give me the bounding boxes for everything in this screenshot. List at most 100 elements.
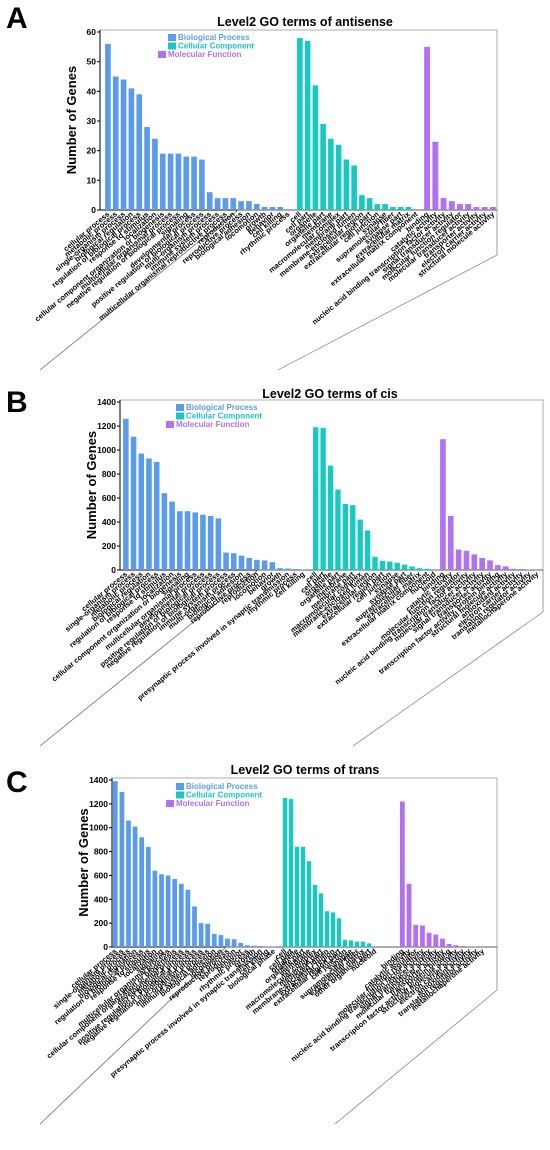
bar-cellular-component xyxy=(372,946,378,947)
y-tick-label: 1000 xyxy=(97,445,116,455)
bar-cellular-component xyxy=(343,159,350,210)
bar-molecular-function xyxy=(424,46,431,211)
bar-cellular-component xyxy=(312,85,319,210)
bar-cellular-component xyxy=(360,941,366,947)
legend-label-molecular-function: Molecular Function xyxy=(176,420,249,429)
legend-swatch-cellular-component xyxy=(168,42,176,50)
bar-biological-process xyxy=(277,207,284,210)
legend-swatch-cellular-component xyxy=(176,791,184,799)
bar-cellular-component xyxy=(318,893,324,947)
legend-swatch-biological-process xyxy=(176,783,184,790)
panel-a: A Level2 GO terms of antisense Number of G… xyxy=(6,2,498,371)
y-axis-label: Number of Genes xyxy=(76,808,91,916)
bar-cellular-component xyxy=(416,568,423,570)
bar-molecular-function xyxy=(432,141,439,210)
y-tick-label: 60 xyxy=(87,27,97,37)
chart-title: Level2 GO terms of antisense xyxy=(217,15,393,29)
bar-biological-process xyxy=(218,935,224,947)
bar-biological-process xyxy=(152,870,158,947)
bar-cellular-component xyxy=(306,861,312,947)
y-tick-label: 40 xyxy=(87,86,97,96)
bar-cellular-component xyxy=(409,566,415,570)
panel-b: B Level2 GO terms of cis Number of Genes 0 2… xyxy=(6,386,544,747)
bar-biological-process xyxy=(152,138,158,210)
bar-cellular-component xyxy=(351,165,357,210)
legend-swatch-biological-process xyxy=(168,34,176,41)
bar-biological-process xyxy=(138,453,145,570)
bar-molecular-function xyxy=(433,934,439,947)
bar-biological-process xyxy=(112,76,119,210)
bar-cellular-component xyxy=(324,911,330,947)
panel-letter: B xyxy=(6,386,28,419)
bar-biological-process xyxy=(136,94,143,210)
bar-biological-process xyxy=(292,569,299,570)
bar-molecular-function xyxy=(420,925,425,947)
bar-biological-process xyxy=(191,156,197,210)
bar-biological-process xyxy=(132,826,138,947)
bar-biological-process xyxy=(199,159,205,210)
bar-cellular-component xyxy=(342,939,348,947)
bar-cellular-component xyxy=(366,198,373,210)
bar-molecular-function xyxy=(440,439,446,570)
bar-molecular-function xyxy=(447,516,454,570)
bar-biological-process xyxy=(128,88,135,210)
y-tick-label: 50 xyxy=(87,57,97,67)
category-band-divider xyxy=(39,569,259,747)
bar-molecular-function xyxy=(473,207,480,210)
legend-swatch-cellular-component xyxy=(176,412,184,420)
bar-cellular-component xyxy=(282,797,288,947)
bar-biological-process xyxy=(230,198,237,210)
bar-biological-process xyxy=(246,558,252,570)
y-tick-label: 600 xyxy=(94,870,108,880)
bar-molecular-function xyxy=(487,560,493,570)
bar-molecular-function xyxy=(426,932,432,947)
bar-cellular-component xyxy=(382,204,388,210)
bar-biological-process xyxy=(139,837,145,947)
legend-label-molecular-function: Molecular Function xyxy=(176,799,249,808)
bar-biological-process xyxy=(200,514,206,570)
bar-biological-process xyxy=(261,560,268,570)
bar-biological-process xyxy=(207,516,214,570)
bar-biological-process xyxy=(145,846,151,947)
bar-molecular-function xyxy=(466,946,472,947)
bar-molecular-function xyxy=(479,558,485,570)
bar-cellular-component xyxy=(357,519,363,570)
bar-biological-process xyxy=(251,945,257,947)
chart-title: Level2 GO terms of cis xyxy=(262,387,398,401)
bar-biological-process xyxy=(211,933,217,947)
bar-biological-process xyxy=(277,568,283,570)
y-tick-label: 0 xyxy=(91,205,96,215)
bar-cellular-component xyxy=(342,504,349,570)
y-axis-label: Number of Genes xyxy=(64,66,79,174)
legend-label-cellular-component: Cellular Component xyxy=(186,412,262,421)
bar-biological-process xyxy=(112,781,118,947)
bar-cellular-component xyxy=(405,207,412,210)
bar-cellular-component xyxy=(335,144,342,210)
bar-biological-process xyxy=(238,201,244,210)
bar-cellular-component xyxy=(320,427,326,570)
bar-biological-process xyxy=(184,511,191,570)
bar-biological-process xyxy=(146,458,152,570)
y-tick-label: 1000 xyxy=(89,823,108,833)
bar-biological-process xyxy=(269,207,276,210)
bar-molecular-function xyxy=(495,565,501,570)
bar-biological-process xyxy=(222,198,229,210)
legend-swatch-molecular-function xyxy=(166,421,174,428)
bar-biological-process xyxy=(230,553,237,570)
bar-cellular-component xyxy=(379,561,386,570)
bar-molecular-function xyxy=(471,554,478,570)
chart-title: Level2 GO terms of trans xyxy=(231,763,380,777)
bar-biological-process xyxy=(225,938,230,947)
legend-swatch-biological-process xyxy=(176,404,184,411)
bar-cellular-component xyxy=(336,918,342,947)
category-band-divider xyxy=(39,209,239,371)
bar-cellular-component xyxy=(330,912,336,947)
bar-biological-process xyxy=(231,939,237,947)
bar-cellular-component xyxy=(313,427,319,570)
bar-molecular-function xyxy=(460,946,465,947)
bar-cellular-component xyxy=(288,799,294,947)
bar-molecular-function xyxy=(440,938,445,947)
panel-letter: C xyxy=(6,766,28,799)
y-axis-label: Number of Genes xyxy=(84,431,99,539)
